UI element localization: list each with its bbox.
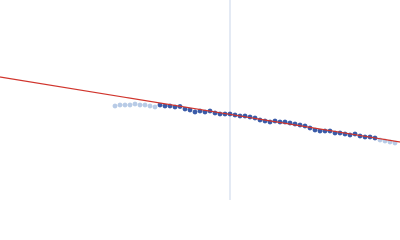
data-point	[162, 103, 168, 109]
data-point	[187, 107, 193, 113]
data-point	[142, 102, 148, 108]
fit-line	[0, 76, 400, 143]
chart	[0, 0, 400, 200]
data-point	[132, 101, 138, 107]
data-point	[147, 103, 153, 109]
data-point	[112, 103, 118, 109]
data-point	[117, 102, 123, 108]
data-point	[152, 104, 158, 110]
data-point	[127, 102, 133, 108]
data-point	[192, 109, 198, 115]
data-point	[122, 102, 128, 108]
data-point	[137, 102, 143, 108]
